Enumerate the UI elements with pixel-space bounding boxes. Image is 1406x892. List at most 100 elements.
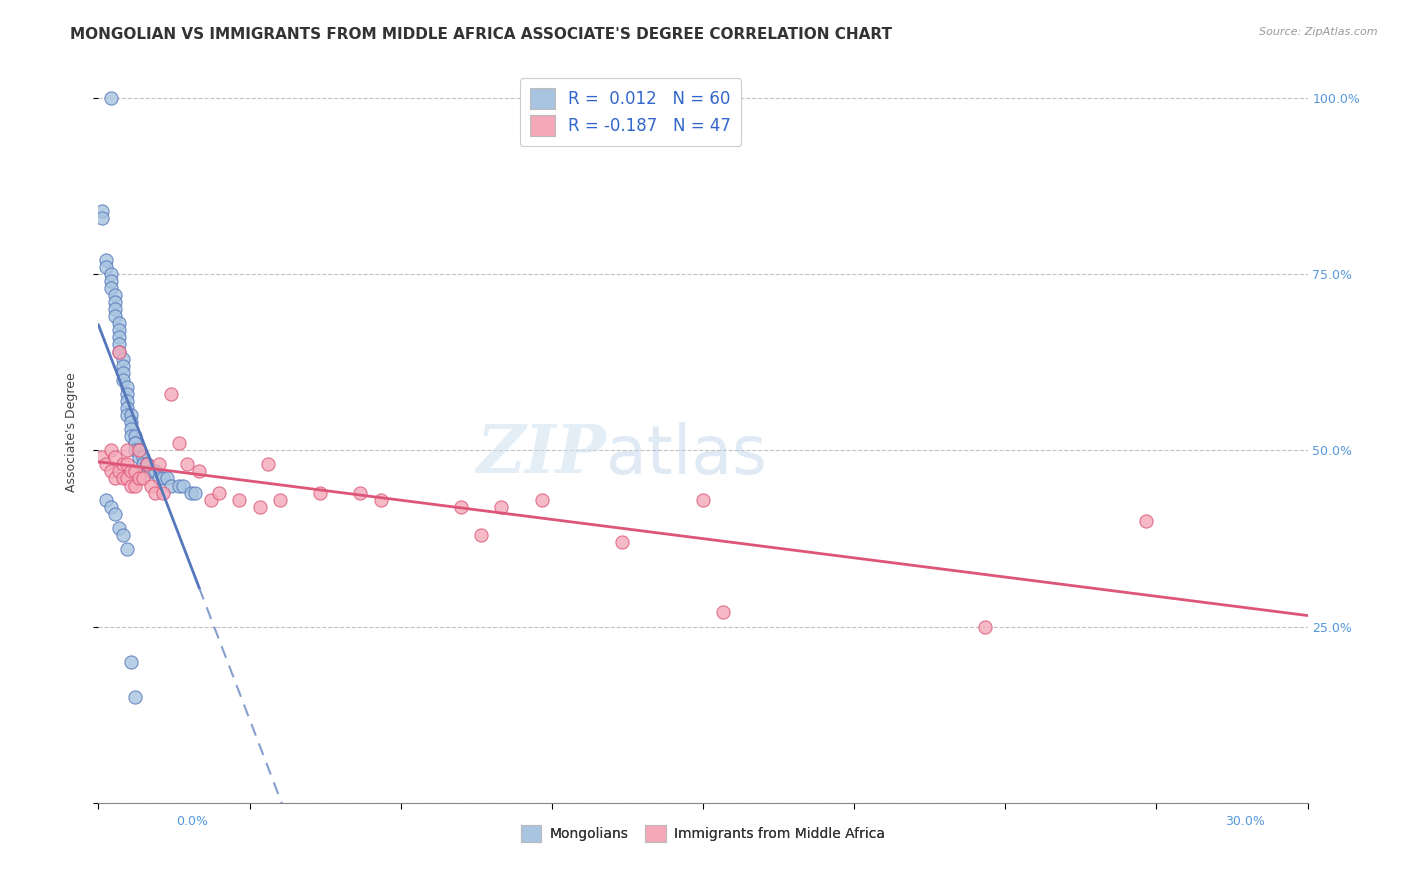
Point	[100, 91, 122, 105]
Point	[120, 408, 142, 422]
Point	[124, 436, 146, 450]
Point	[135, 458, 157, 472]
Point	[1135, 514, 1157, 528]
Point	[103, 302, 125, 317]
Point	[124, 478, 146, 492]
Point	[115, 458, 138, 472]
Point	[139, 478, 162, 492]
Point	[135, 458, 157, 472]
Point	[103, 310, 125, 324]
Point	[128, 450, 150, 465]
Point	[107, 464, 129, 478]
Point	[120, 655, 142, 669]
Point	[132, 458, 155, 472]
Point	[100, 464, 122, 478]
Point	[172, 478, 194, 492]
Point	[309, 485, 332, 500]
Point	[491, 500, 513, 514]
Point	[143, 464, 166, 478]
Point	[103, 295, 125, 310]
Text: MONGOLIAN VS IMMIGRANTS FROM MIDDLE AFRICA ASSOCIATE'S DEGREE CORRELATION CHART: MONGOLIAN VS IMMIGRANTS FROM MIDDLE AFRI…	[70, 27, 893, 42]
Point	[160, 387, 183, 401]
Point	[974, 619, 997, 633]
Point	[135, 458, 157, 472]
Point	[100, 267, 122, 281]
Point	[107, 337, 129, 351]
Point	[115, 387, 138, 401]
Text: Source: ZipAtlas.com: Source: ZipAtlas.com	[1260, 27, 1378, 37]
Point	[200, 492, 222, 507]
Point	[249, 500, 271, 514]
Point	[100, 281, 122, 295]
Point	[139, 464, 162, 478]
Point	[167, 436, 190, 450]
Point	[132, 471, 155, 485]
Point	[115, 380, 138, 394]
Point	[103, 471, 125, 485]
Point	[107, 344, 129, 359]
Point	[96, 458, 118, 472]
Point	[132, 450, 155, 465]
Point	[120, 429, 142, 443]
Text: ZIP: ZIP	[477, 422, 606, 487]
Point	[91, 203, 114, 218]
Point	[115, 408, 138, 422]
Point	[160, 478, 183, 492]
Point	[128, 443, 150, 458]
Point	[139, 464, 162, 478]
Point	[128, 443, 150, 458]
Point	[692, 492, 714, 507]
Point	[269, 492, 291, 507]
Point	[124, 464, 146, 478]
Text: 0.0%: 0.0%	[176, 815, 208, 828]
Point	[184, 485, 207, 500]
Point	[107, 316, 129, 330]
Point	[156, 471, 179, 485]
Point	[180, 485, 202, 500]
Point	[115, 443, 138, 458]
Point	[103, 288, 125, 302]
Point	[111, 359, 134, 373]
Point	[256, 458, 278, 472]
Point	[91, 450, 114, 465]
Point	[111, 373, 134, 387]
Point	[208, 485, 231, 500]
Point	[152, 485, 174, 500]
Point	[120, 415, 142, 429]
Point	[115, 541, 138, 556]
Point	[152, 471, 174, 485]
Point	[120, 478, 142, 492]
Point	[124, 429, 146, 443]
Text: 30.0%: 30.0%	[1226, 815, 1265, 828]
Point	[124, 436, 146, 450]
Point	[115, 401, 138, 415]
Point	[148, 458, 170, 472]
Point	[124, 690, 146, 704]
Point	[612, 535, 634, 549]
Point	[107, 344, 129, 359]
Point	[107, 323, 129, 337]
Point	[103, 450, 125, 465]
Y-axis label: Associate's Degree: Associate's Degree	[65, 373, 77, 492]
Point	[148, 471, 170, 485]
Point	[470, 528, 492, 542]
Point	[128, 443, 150, 458]
Legend: Mongolians, Immigrants from Middle Africa: Mongolians, Immigrants from Middle Afric…	[515, 820, 891, 847]
Point	[100, 274, 122, 288]
Point	[111, 528, 134, 542]
Point	[115, 471, 138, 485]
Point	[111, 458, 134, 472]
Point	[96, 260, 118, 274]
Point	[128, 471, 150, 485]
Point	[91, 211, 114, 225]
Point	[370, 492, 392, 507]
Point	[96, 252, 118, 267]
Point	[120, 422, 142, 436]
Point	[143, 485, 166, 500]
Point	[115, 393, 138, 408]
Text: atlas: atlas	[606, 422, 768, 488]
Point	[349, 485, 371, 500]
Point	[100, 443, 122, 458]
Point	[111, 366, 134, 380]
Point	[107, 521, 129, 535]
